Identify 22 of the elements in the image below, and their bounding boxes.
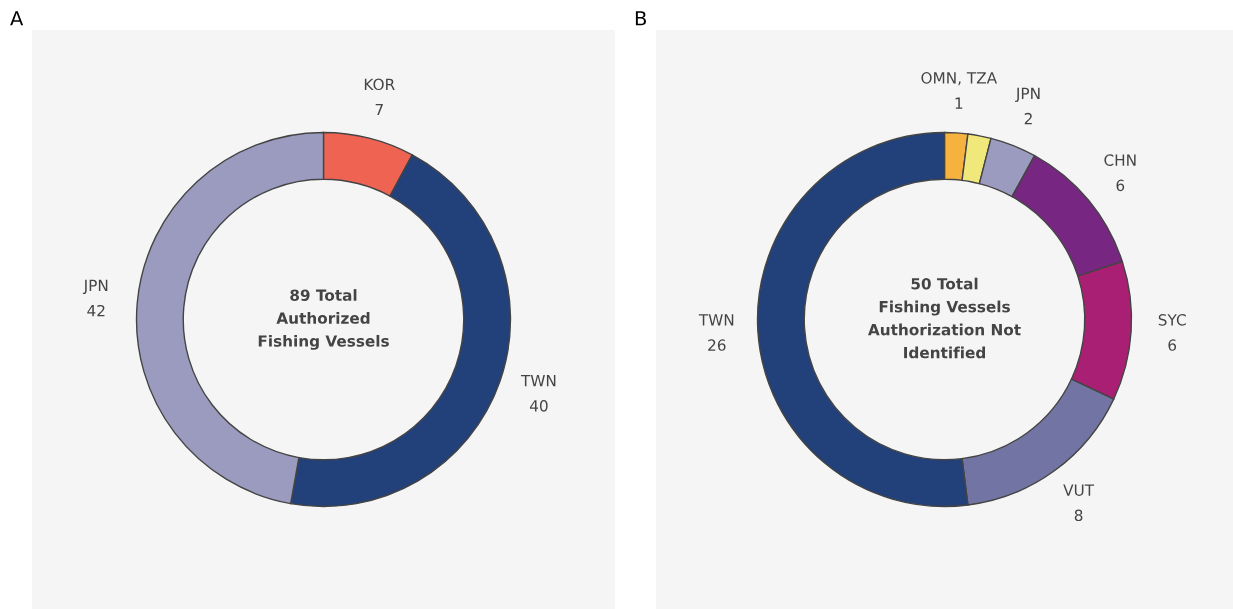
slice-label: VUT [1063, 484, 1095, 496]
text: 89 Total Authorized Fishing Vessels [258, 289, 389, 350]
slice-label: JPN [82, 279, 108, 295]
slice-label: TWN [698, 314, 734, 326]
chart-title: A [10, 11, 24, 26]
slice-label: CHN [1104, 154, 1136, 166]
slice-label: JPN [1015, 87, 1040, 103]
text: 50 Total Fishing Vessels Authorization Not Identified [867, 277, 1021, 359]
data-label: 6 [1168, 339, 1177, 351]
data-label: 40 [529, 400, 548, 412]
data-label: 7 [375, 103, 383, 116]
data-label: 2 [1024, 112, 1032, 125]
data-label: 8 [1074, 509, 1083, 522]
data-label: 42 [87, 304, 105, 317]
slice-label: OMN, TZA [921, 72, 997, 86]
slice-label: SYC [1158, 314, 1186, 326]
data-label: 6 [1116, 179, 1125, 192]
data-label: 26 [708, 339, 726, 351]
chart-title: B [635, 11, 646, 26]
slice-label: TWN [520, 375, 556, 387]
data-label: 1 [955, 97, 963, 109]
slice-label: KOR [364, 78, 395, 91]
